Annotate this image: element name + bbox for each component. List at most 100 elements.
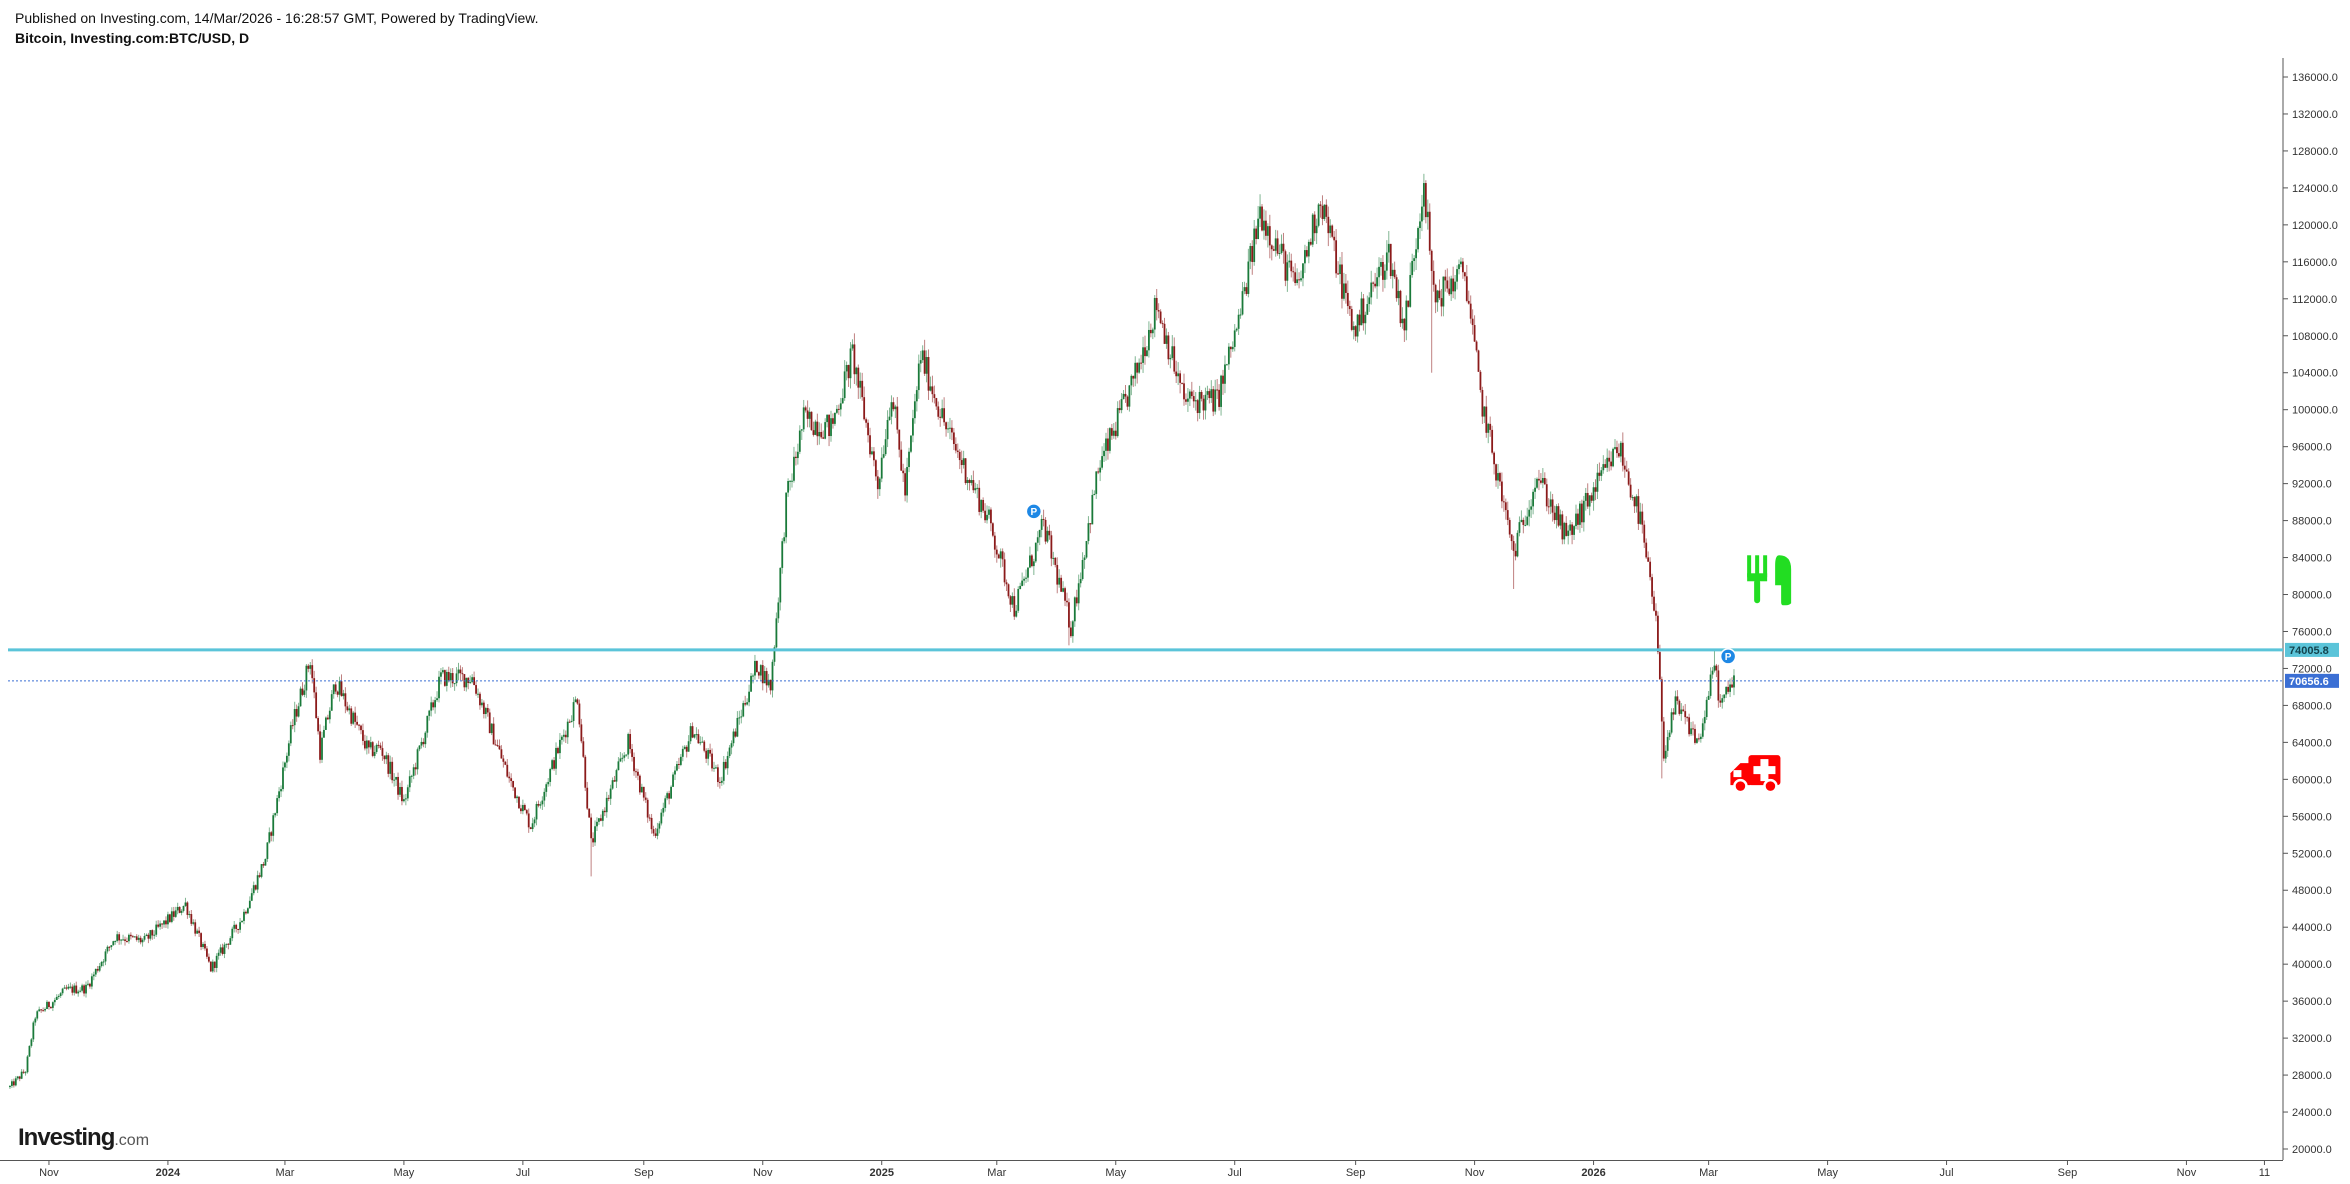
candle-body xyxy=(369,742,372,748)
candle-body xyxy=(1422,183,1425,207)
candle-body xyxy=(906,467,908,496)
candle-body xyxy=(1495,464,1497,481)
candle-body xyxy=(1723,694,1726,699)
candle-body xyxy=(235,924,238,929)
candle-body xyxy=(1350,309,1353,330)
candle-body xyxy=(757,672,760,676)
candle-body xyxy=(787,481,790,493)
candle-body xyxy=(457,669,460,674)
candle-body xyxy=(898,429,901,450)
candle-body xyxy=(469,682,472,684)
candle-body xyxy=(1274,238,1277,251)
candle-body xyxy=(313,678,316,693)
candle-body xyxy=(215,955,218,968)
candle-body xyxy=(38,1009,41,1012)
candle-body xyxy=(851,344,854,349)
candle-body xyxy=(389,761,392,774)
candle-body xyxy=(951,427,953,433)
candle-body xyxy=(679,756,682,765)
candle-body xyxy=(1064,588,1066,601)
candle-body xyxy=(1707,695,1710,700)
candle-body xyxy=(135,936,138,940)
candle-body xyxy=(812,430,815,435)
candle-body xyxy=(395,776,398,780)
candle-body xyxy=(830,418,832,437)
candle-body xyxy=(1534,487,1536,492)
candle-body xyxy=(584,756,587,788)
candle-body xyxy=(580,724,583,742)
candle-body xyxy=(1616,447,1618,454)
candle-body xyxy=(855,367,858,375)
candle-body xyxy=(1233,330,1236,347)
candle-body xyxy=(1021,580,1024,586)
candle-body xyxy=(404,798,407,800)
candle-body xyxy=(1288,260,1291,263)
candle-body xyxy=(393,779,396,781)
candle-body xyxy=(375,744,378,752)
candle-body xyxy=(24,1072,27,1074)
x-tick-label: Nov xyxy=(2177,1167,2197,1179)
candle-body xyxy=(970,480,973,483)
candle-body xyxy=(902,470,905,474)
candle-body xyxy=(79,990,82,992)
candle-body xyxy=(1311,214,1314,245)
candle-body xyxy=(373,751,376,756)
candle-body xyxy=(623,755,626,758)
candle-body xyxy=(1711,670,1714,675)
candle-body xyxy=(843,371,846,399)
candle-body xyxy=(358,724,360,726)
candle-body xyxy=(545,784,548,792)
candle-body xyxy=(869,435,871,455)
candle-body xyxy=(759,665,762,676)
candle-body xyxy=(1631,497,1634,499)
candle-body xyxy=(194,922,197,934)
candle-body xyxy=(1270,245,1273,250)
candle-body xyxy=(1056,564,1059,585)
candle-body xyxy=(521,805,524,812)
candle-body xyxy=(1731,684,1733,688)
candle-body xyxy=(633,756,635,772)
candle-body xyxy=(1136,362,1139,373)
candle-body xyxy=(383,755,386,760)
candle-body xyxy=(1658,652,1661,680)
candle-body xyxy=(535,803,538,820)
candle-body xyxy=(1504,502,1507,511)
candle-body xyxy=(67,986,70,989)
candle-body xyxy=(1048,530,1051,536)
candle-body xyxy=(330,694,333,711)
candle-body xyxy=(285,755,288,763)
candle-body xyxy=(1686,717,1689,719)
candle-body xyxy=(1520,519,1523,523)
y-tick-label: 32000.0 xyxy=(2292,1033,2332,1045)
y-tick-label: 108000.0 xyxy=(2292,331,2338,343)
candle-body xyxy=(1696,738,1698,743)
candle-body xyxy=(449,673,452,681)
candle-body xyxy=(966,479,969,484)
candle-body xyxy=(1571,524,1574,535)
candle-body xyxy=(112,941,115,946)
candle-body xyxy=(1046,530,1049,542)
candle-body xyxy=(1054,557,1057,565)
candle-body xyxy=(670,786,672,799)
candle-body xyxy=(947,428,949,430)
candle-body xyxy=(89,983,91,987)
candle-body xyxy=(1458,264,1460,270)
candle-body xyxy=(547,781,550,785)
candle-body xyxy=(1508,520,1511,535)
candle-body xyxy=(137,937,140,940)
candle-body xyxy=(126,940,128,942)
candle-body xyxy=(814,421,817,435)
candle-body xyxy=(660,812,663,824)
candle-body xyxy=(1557,506,1560,526)
candle-body xyxy=(481,702,483,706)
candle-body xyxy=(796,451,799,459)
candle-body xyxy=(165,920,167,925)
candle-body xyxy=(352,712,355,724)
candle-body xyxy=(1058,577,1061,585)
candle-body xyxy=(408,776,411,788)
candle-body xyxy=(399,786,401,795)
candle-body xyxy=(75,985,78,994)
candle-body xyxy=(1428,211,1431,251)
candle-body xyxy=(1038,529,1041,538)
